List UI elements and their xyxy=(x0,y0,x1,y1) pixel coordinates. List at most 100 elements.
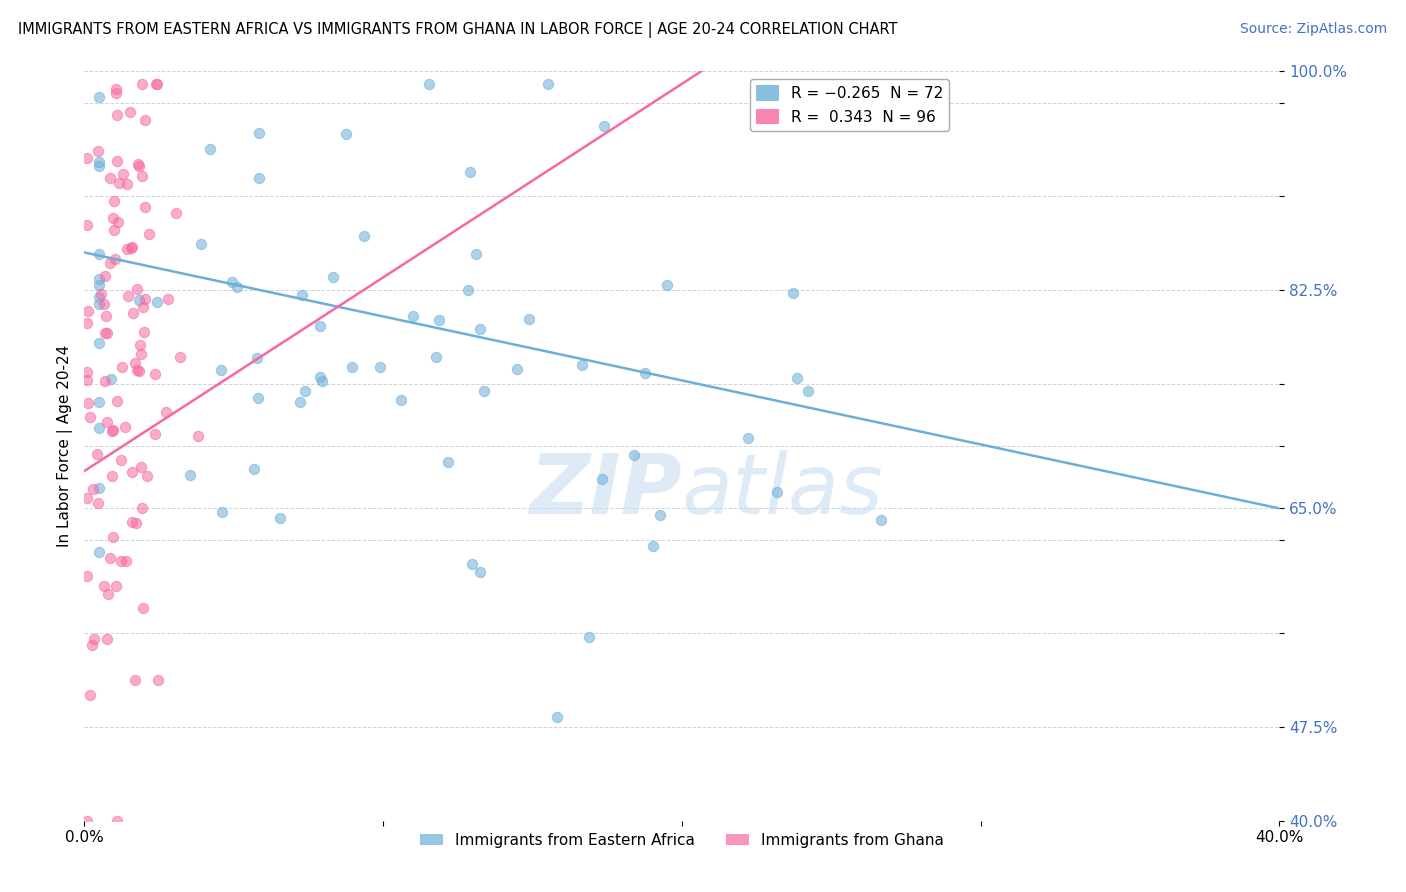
Point xyxy=(98,171,121,186)
Point xyxy=(89,247,111,261)
Point xyxy=(505,362,527,376)
Point xyxy=(89,271,111,285)
Point xyxy=(89,420,111,434)
Point xyxy=(76,491,98,505)
Point xyxy=(76,365,98,379)
Point xyxy=(79,409,101,424)
Point xyxy=(134,200,156,214)
Point xyxy=(124,673,146,687)
Point xyxy=(101,468,124,483)
Point xyxy=(132,325,155,339)
Point xyxy=(131,169,153,183)
Point xyxy=(115,554,138,568)
Point xyxy=(110,554,132,568)
Point xyxy=(121,515,143,529)
Point xyxy=(79,688,101,702)
Point xyxy=(517,311,540,326)
Point xyxy=(129,347,152,361)
Point xyxy=(127,157,149,171)
Text: atlas: atlas xyxy=(682,450,883,532)
Point xyxy=(93,297,115,311)
Point xyxy=(870,513,893,527)
Point xyxy=(101,423,124,437)
Point xyxy=(89,335,111,350)
Point xyxy=(98,256,121,270)
Point xyxy=(623,448,645,462)
Point xyxy=(128,364,150,378)
Point xyxy=(169,351,191,365)
Point xyxy=(340,360,363,375)
Point xyxy=(146,295,169,310)
Point xyxy=(650,508,672,522)
Point xyxy=(117,178,139,192)
Point xyxy=(77,395,100,409)
Legend: Immigrants from Eastern Africa, Immigrants from Ghana: Immigrants from Eastern Africa, Immigran… xyxy=(413,827,950,855)
Point xyxy=(546,709,568,723)
Point xyxy=(124,356,146,370)
Text: IMMIGRANTS FROM EASTERN AFRICA VS IMMIGRANTS FROM GHANA IN LABOR FORCE | AGE 20-: IMMIGRANTS FROM EASTERN AFRICA VS IMMIGR… xyxy=(18,22,898,38)
Point xyxy=(225,280,247,294)
Point xyxy=(368,359,391,374)
Point xyxy=(94,269,117,284)
Point xyxy=(96,632,118,646)
Point xyxy=(246,351,269,365)
Point xyxy=(89,481,111,495)
Point xyxy=(155,405,177,419)
Point xyxy=(111,360,134,375)
Point xyxy=(457,283,479,297)
Point xyxy=(146,673,169,688)
Point xyxy=(101,424,124,438)
Point xyxy=(309,370,332,384)
Point xyxy=(114,420,136,434)
Point xyxy=(418,77,440,91)
Point xyxy=(103,211,125,226)
Point xyxy=(76,373,98,387)
Point xyxy=(322,269,344,284)
Point xyxy=(128,293,150,308)
Point xyxy=(128,159,150,173)
Point xyxy=(117,242,139,256)
Point xyxy=(120,241,142,255)
Point xyxy=(89,160,111,174)
Point xyxy=(143,426,166,441)
Point xyxy=(108,177,131,191)
Point xyxy=(134,113,156,128)
Point xyxy=(591,472,613,486)
Point xyxy=(571,358,593,372)
Point xyxy=(143,367,166,381)
Point xyxy=(578,630,600,644)
Point xyxy=(104,86,127,100)
Point xyxy=(389,393,412,408)
Point xyxy=(129,460,152,475)
Point xyxy=(105,154,128,169)
Point xyxy=(112,167,135,181)
Point xyxy=(86,447,108,461)
Point xyxy=(472,384,495,398)
Point xyxy=(100,372,122,386)
Point xyxy=(179,467,201,482)
Point xyxy=(96,326,118,340)
Point xyxy=(89,90,111,104)
Point xyxy=(146,77,169,91)
Point xyxy=(198,143,221,157)
Point xyxy=(156,292,179,306)
Point xyxy=(247,127,270,141)
Point xyxy=(107,215,129,229)
Point xyxy=(470,322,492,336)
Point xyxy=(129,338,152,352)
Point xyxy=(122,306,145,320)
Point xyxy=(470,565,492,579)
Point xyxy=(82,638,104,652)
Point xyxy=(782,285,804,300)
Point xyxy=(402,309,425,323)
Point xyxy=(121,465,143,479)
Point xyxy=(294,384,316,399)
Point xyxy=(105,82,128,96)
Point xyxy=(107,814,129,828)
Point xyxy=(134,292,156,306)
Point xyxy=(117,289,139,303)
Point xyxy=(120,104,142,119)
Point xyxy=(211,505,233,519)
Point xyxy=(105,579,128,593)
Point xyxy=(101,530,124,544)
